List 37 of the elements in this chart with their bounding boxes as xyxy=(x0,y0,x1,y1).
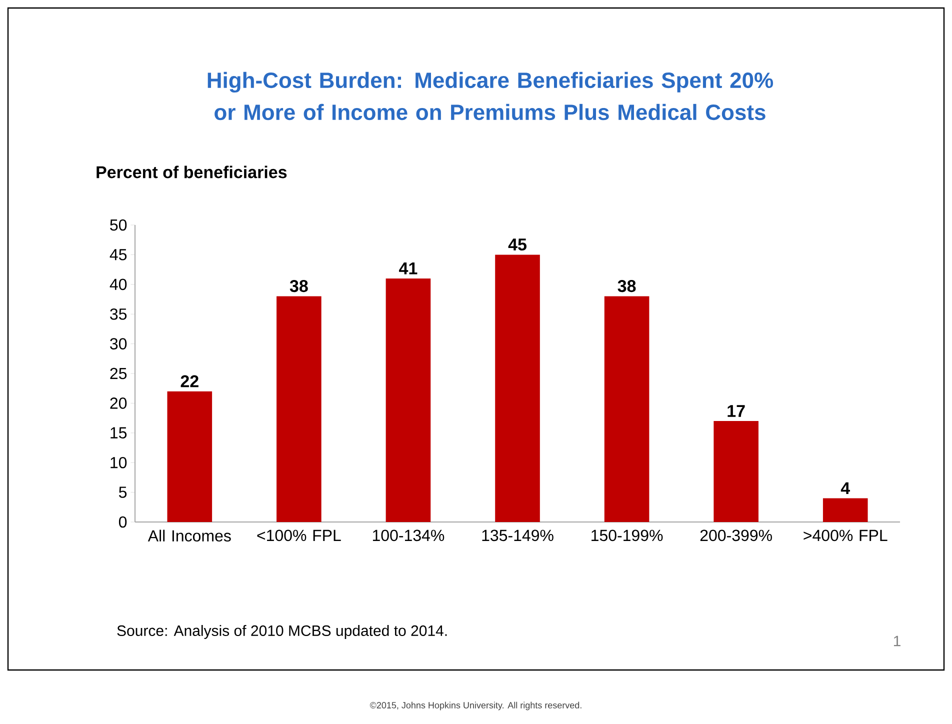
data-label: 38 xyxy=(290,280,308,292)
y-tick-label: 45 xyxy=(110,249,127,260)
x-tick-label: 150-199% xyxy=(592,530,663,542)
x-tick-label: >400% FPL xyxy=(804,530,888,542)
chart-title: High-Cost Burden: Medicare Beneficiaries Spent 20% or More of Income on Premiums Plus Medical Costs xyxy=(208,72,774,120)
data-label: 17 xyxy=(728,405,745,417)
text: ©2015, Johns Hopkins University. All rights reserved. xyxy=(370,702,582,710)
x-tick-label: All Incomes xyxy=(148,530,231,542)
y-tick-label: 20 xyxy=(110,398,127,409)
bar xyxy=(386,278,431,522)
y-tick-label: 40 xyxy=(110,278,127,290)
x-tick-label: <100% FPL xyxy=(257,530,341,542)
y-tick-label: 5 xyxy=(118,486,127,498)
bar xyxy=(167,391,212,522)
y-tick-label: 15 xyxy=(110,427,127,438)
y-tick-label: 25 xyxy=(110,368,127,380)
data-label: 41 xyxy=(399,262,418,274)
y-tick-label: 50 xyxy=(110,219,127,231)
y-tick-label: 30 xyxy=(110,338,127,350)
data-label: 4 xyxy=(840,482,850,494)
bar xyxy=(604,296,650,522)
bar xyxy=(822,498,868,522)
x-tick-label: 100-134% xyxy=(372,530,444,542)
text: 1 xyxy=(894,636,900,646)
data-label: 38 xyxy=(618,280,636,292)
y-tick-label: 0 xyxy=(118,516,127,528)
y-tick-label: 10 xyxy=(110,456,127,468)
x-tick-label: 200-399% xyxy=(700,530,772,542)
bar xyxy=(714,421,758,522)
bar xyxy=(276,296,322,522)
y-axis-title: Percent of beneficiaries xyxy=(96,166,287,178)
bar xyxy=(495,254,540,522)
source-note: Source: Analysis of 2010 MCBS updated to 2014. xyxy=(117,624,447,639)
data-label: 22 xyxy=(180,375,198,388)
y-tick-label: 35 xyxy=(110,308,127,320)
x-tick-label: 135-149% xyxy=(482,530,554,542)
data-label: 45 xyxy=(508,238,526,251)
